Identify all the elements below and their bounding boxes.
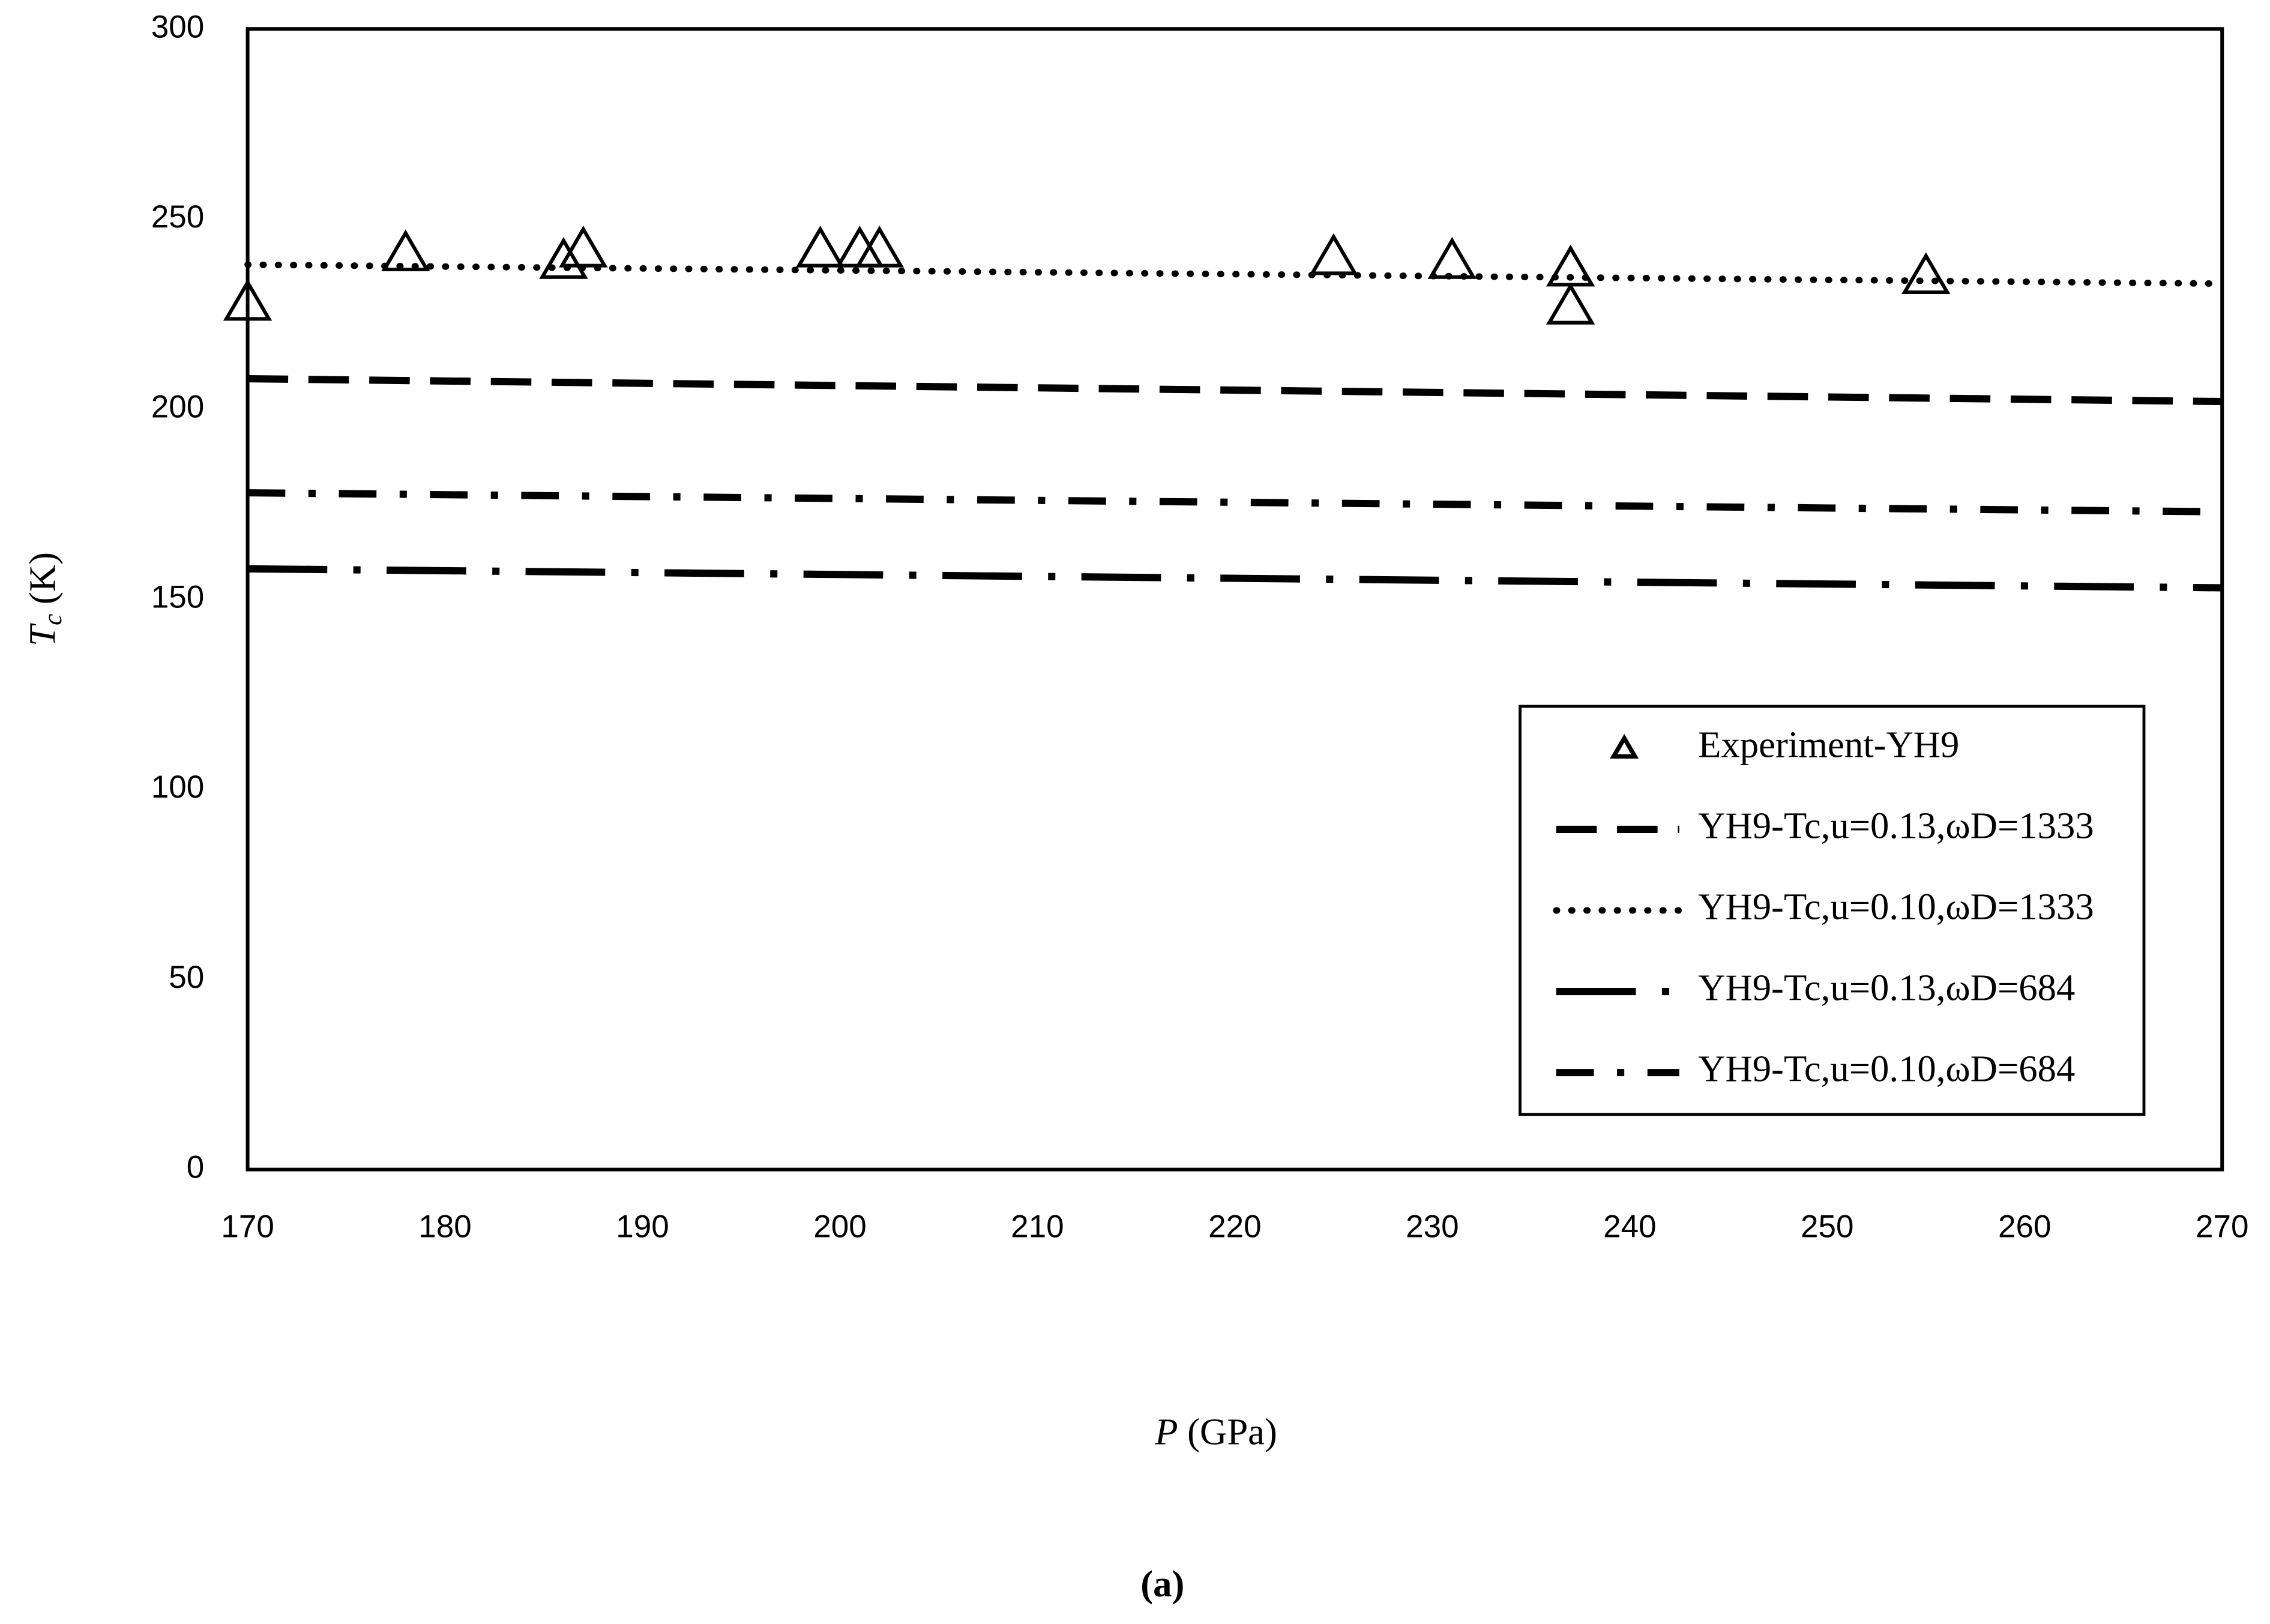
- x-tick-label: 270: [2196, 1209, 2249, 1245]
- x-tick-label: 190: [616, 1209, 669, 1245]
- y-tick-label: 300: [151, 9, 205, 44]
- x-axis-title: P (GPa): [1154, 1411, 1277, 1453]
- y-tick-label: 100: [151, 769, 205, 805]
- x-tick-label: 240: [1603, 1209, 1657, 1245]
- data-point: [1901, 252, 1951, 295]
- x-tick-label: 250: [1801, 1209, 1854, 1245]
- caption: (a): [1140, 1563, 1184, 1605]
- data-point: [855, 225, 904, 268]
- data-point: [539, 236, 588, 279]
- y-tick-label: 250: [151, 199, 205, 235]
- x-tick-label: 200: [813, 1209, 867, 1245]
- x-tick-label: 220: [1208, 1209, 1262, 1245]
- legend-marker: [1610, 733, 1639, 759]
- y-tick-label: 150: [151, 579, 205, 615]
- data-point: [1309, 233, 1358, 275]
- x-tick-label: 210: [1011, 1209, 1064, 1245]
- legend-label: YH9-Tc,u=0.13,ωD=684: [1698, 966, 2075, 1008]
- legend-label: YH9-Tc,u=0.10,ωD=1333: [1698, 885, 2094, 927]
- y-tick-label: 0: [187, 1150, 205, 1185]
- data-point: [795, 225, 845, 268]
- legend-label: Experiment-YH9: [1698, 723, 1959, 765]
- x-tick-label: 170: [221, 1209, 274, 1245]
- x-tick-label: 230: [1406, 1209, 1459, 1245]
- x-tick-label: 260: [1998, 1209, 2052, 1245]
- series-line: [247, 375, 2223, 406]
- y-tick-label: 50: [169, 960, 204, 995]
- series-line: [247, 565, 2223, 592]
- data-point: [381, 229, 430, 272]
- y-tick-label: 200: [151, 389, 205, 425]
- plot-frame: [245, 27, 2224, 1171]
- y-axis-title: Tc (K): [22, 552, 67, 646]
- legend-box: [1519, 705, 2146, 1116]
- data-point: [223, 278, 272, 321]
- series-line: [244, 261, 2226, 287]
- data-point: [1546, 282, 1595, 325]
- legend-label: YH9-Tc,u=0.13,ωD=1333: [1698, 804, 2094, 846]
- series-line: [247, 489, 2223, 516]
- x-tick-label: 180: [418, 1209, 472, 1245]
- legend-label: YH9-Tc,u=0.10,ωD=684: [1698, 1048, 2075, 1090]
- legend: Experiment-YH9 YH9-Tc,u=0.13,ωD=1333 YH9-T…: [1519, 705, 2146, 1116]
